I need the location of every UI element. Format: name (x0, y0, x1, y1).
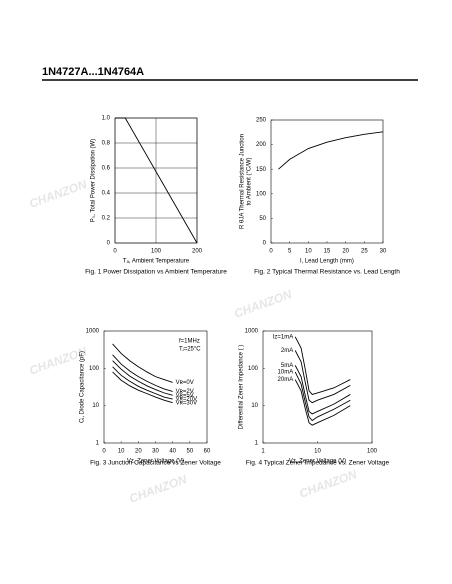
x-tick-label: 30 (380, 249, 387, 255)
series-label: Iz=1mA (273, 334, 294, 340)
x-tick-label: 10 (305, 249, 312, 255)
annotation: Tⱼ=25°C (179, 347, 201, 353)
y-tick-label: 0.6 (102, 166, 111, 172)
y-axis-label: to Ambient (°C/W) (247, 157, 253, 205)
series-line (112, 366, 173, 400)
watermark: CHANZON (297, 467, 358, 501)
x-tick-label: 50 (186, 449, 193, 455)
x-tick-label: 100 (367, 449, 378, 455)
plot-frame (270, 119, 384, 244)
watermark: CHANZON (27, 177, 88, 211)
x-tick-label: 100 (151, 249, 162, 255)
y-tick-label: 0.2 (102, 216, 111, 222)
x-tick-label: 20 (135, 449, 142, 455)
annotation: f=1MHz (179, 339, 200, 345)
series-line (112, 354, 173, 392)
x-axis-label: Tₐ, Ambient Temperature (123, 259, 190, 265)
series-line (112, 360, 173, 396)
series-line (294, 365, 351, 415)
y-tick-label: 100 (89, 366, 100, 372)
y-axis-label: Differential Zener Impedance ( ) (239, 345, 245, 430)
x-tick-label: 25 (361, 249, 368, 255)
plot-frame (262, 330, 373, 444)
x-tick-label: 30 (152, 449, 159, 455)
x-tick-label: 0 (269, 249, 273, 255)
x-axis-label: l, Lead Length (mm) (300, 259, 354, 265)
x-tick-label: 200 (192, 249, 203, 255)
x-axis-label: Vz, Zener Voltage (V) (289, 459, 346, 465)
y-tick-label: 100 (248, 366, 259, 372)
y-tick-label: 200 (256, 142, 267, 148)
caption: Fig. 3 Junction Capacitance vs Zener Vol… (90, 460, 221, 467)
series-line (294, 336, 351, 395)
series-label: Vʀ=30V (176, 400, 197, 406)
watermark: CHANZON (127, 472, 188, 506)
x-tick-label: 40 (169, 449, 176, 455)
series-line (278, 131, 384, 170)
y-tick-label: 0.8 (102, 141, 111, 147)
y-axis-label: P₀, Total Power Dissipation (W) (91, 139, 97, 222)
y-tick-label: 10 (251, 403, 258, 409)
y-axis-label: R θJA Thermal Resistance Junction (240, 134, 246, 229)
doc-title: 1N4727A...1N4764A (42, 66, 144, 78)
y-tick-label: 150 (256, 167, 267, 173)
y-tick-label: 0.4 (102, 191, 111, 197)
y-tick-label: 1000 (86, 329, 100, 335)
x-tick-label: 0 (102, 449, 106, 455)
y-tick-label: 10 (92, 403, 99, 409)
x-tick-label: 5 (288, 249, 292, 255)
series-label: Vʀ=0V (176, 380, 194, 386)
watermark: CHANZON (232, 287, 293, 321)
x-axis-label: Vz, Zener Voltage (V) (127, 459, 184, 465)
y-tick-label: 1.0 (102, 116, 111, 122)
y-tick-label: 0 (263, 241, 267, 247)
series-label: 2mA (281, 348, 293, 354)
x-tick-label: 1 (261, 449, 265, 455)
x-tick-label: 10 (118, 449, 125, 455)
y-tick-label: 50 (259, 216, 266, 222)
series-line (294, 371, 351, 422)
y-tick-label: 250 (256, 118, 267, 124)
caption: Fig. 2 Typical Thermal Resistance vs. Le… (254, 269, 400, 276)
x-tick-label: 60 (204, 449, 211, 455)
series-line (115, 117, 198, 244)
series-label: Vʀ=20V (176, 397, 197, 403)
series-label: Vʀ=5V (176, 393, 194, 399)
y-tick-label: 0 (107, 241, 111, 247)
x-tick-label: 0 (113, 249, 117, 255)
series-label: 5mA (281, 363, 293, 369)
series-label: 20mA (278, 377, 294, 383)
series-line (294, 350, 351, 404)
y-tick-label: 100 (256, 191, 267, 197)
x-tick-label: 20 (342, 249, 349, 255)
series-line (112, 343, 173, 383)
series-label: Vʀ=2V (176, 389, 194, 395)
caption: Fig. 1 Power Dissipation vs Ambient Temp… (85, 269, 227, 276)
series-line (112, 371, 173, 404)
caption: Fig. 4 Typical Zener Impedance vs. Zener… (246, 460, 390, 467)
series-label: 10mA (278, 370, 294, 376)
x-tick-label: 15 (324, 249, 331, 255)
x-tick-label: 10 (314, 449, 321, 455)
y-tick-label: 1 (255, 441, 259, 447)
y-tick-label: 1000 (245, 329, 259, 335)
y-axis-label: Cⱼ, Diode Capacitance (pF) (80, 351, 86, 423)
series-line (294, 379, 351, 426)
y-tick-label: 1 (96, 441, 100, 447)
